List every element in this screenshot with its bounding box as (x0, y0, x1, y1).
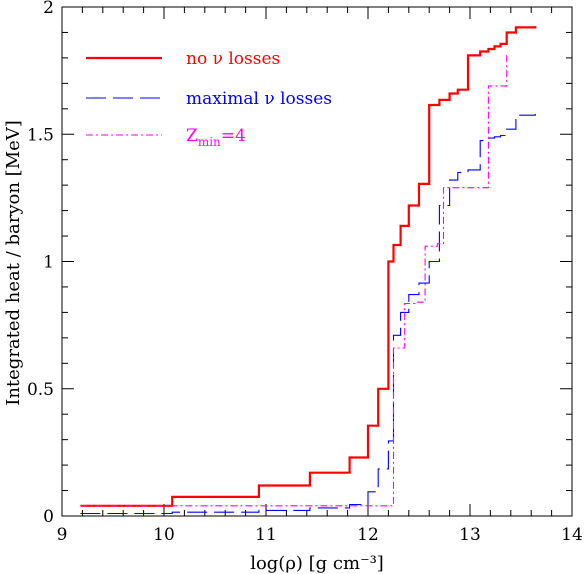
legend-label-3: Zmin=4 (186, 126, 246, 149)
y-tick-label: 0.5 (27, 380, 54, 400)
x-tick-label: 9 (57, 525, 68, 545)
y-tick-label: 0 (43, 507, 54, 527)
axis-ticks (61, 6, 573, 517)
y-axis-title: Integrated heat / baryon [MeV] (3, 120, 24, 406)
y-tick-label: 1.5 (27, 125, 54, 145)
x-axis-title: log(ρ) [g cm⁻³] (250, 553, 384, 574)
legend-label-2: maximal ν losses (186, 89, 332, 109)
x-tick-label: 14 (561, 525, 583, 545)
series-lines (80, 26, 537, 515)
x-tick-label: 10 (153, 525, 175, 545)
plot-frame (61, 6, 573, 517)
x-tick-label: 11 (255, 525, 277, 545)
x-tick-label: 12 (357, 525, 379, 545)
legend-label-1: no ν losses (186, 49, 280, 69)
legend: no ν losses maximal ν losses Zmin=4 (86, 49, 332, 149)
series-line-3 (80, 54, 508, 507)
y-tick-label: 1 (43, 253, 54, 273)
series-line-1 (80, 26, 537, 507)
y-tick-label: 2 (43, 0, 54, 18)
series-line-2 (80, 113, 536, 515)
x-tick-label: 13 (459, 525, 481, 545)
plot-border (61, 6, 573, 517)
tick-labels: 9 10 11 12 13 14 0 0.5 1 1.5 2 (27, 0, 583, 545)
